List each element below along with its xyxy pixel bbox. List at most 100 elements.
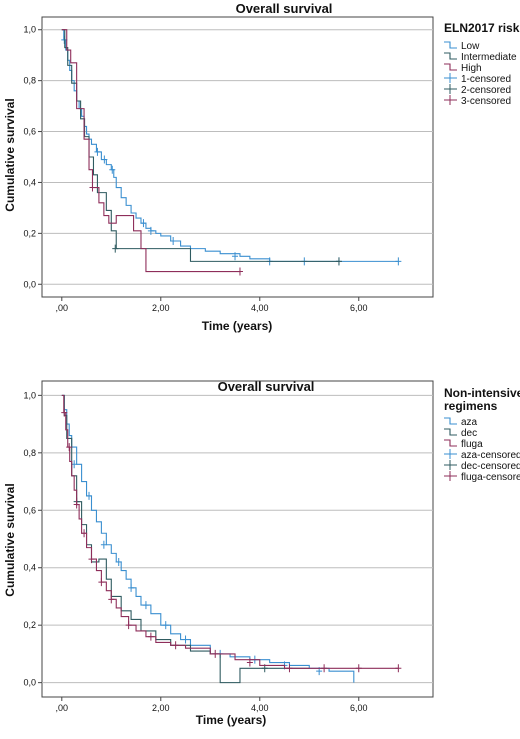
censor-mark xyxy=(246,658,253,667)
y-tick-label: 0,2 xyxy=(23,228,36,238)
y-tick-label: 0,0 xyxy=(23,678,36,688)
legend-swatch-step xyxy=(444,439,457,447)
legend-swatch-step xyxy=(444,428,457,436)
x-tick-label: ,00 xyxy=(56,303,69,313)
legend-swatch-step xyxy=(444,63,457,71)
legend-entry: dec-censored xyxy=(461,461,520,472)
censor-mark xyxy=(395,664,402,673)
censor-mark xyxy=(140,219,147,228)
y-tick-label: 0,6 xyxy=(23,505,36,515)
censor-mark xyxy=(236,267,243,276)
legend-entry: Intermediate xyxy=(461,52,517,63)
censor-mark xyxy=(286,664,293,673)
censor-mark xyxy=(98,578,105,587)
plot-area xyxy=(41,380,434,698)
legend-entry: High xyxy=(461,63,482,74)
censor-mark xyxy=(61,408,68,417)
legend-title: ELN2017 risk xyxy=(444,21,520,35)
series-line-aza xyxy=(61,394,355,683)
censor-mark xyxy=(162,621,169,630)
legend-entry: fluga-censored xyxy=(461,472,520,483)
plot-area xyxy=(41,16,434,298)
y-tick-label: 0,6 xyxy=(23,127,36,137)
censor-mark xyxy=(335,257,342,266)
chart-title: Overall survival xyxy=(218,379,315,394)
y-tick-label: 0,4 xyxy=(23,563,36,573)
censor-mark xyxy=(128,583,135,592)
legend-entry: dec xyxy=(461,428,477,439)
legend-swatch-step xyxy=(444,52,457,60)
censor-mark xyxy=(147,226,154,235)
censor-mark xyxy=(321,664,328,673)
legend-swatch-step xyxy=(444,41,457,49)
x-tick-label: ,00 xyxy=(56,703,69,713)
chart-2: 0,0 0,2 0,4 0,6 0,8 1,0 ,00 2,00 4,00 6,00 Overall… xyxy=(3,379,520,727)
chart-1: 0,0 0,2 0,4 0,6 0,8 1,0 ,00 2,00 4,00 6,00 Overall… xyxy=(3,1,520,333)
censor-mark xyxy=(108,595,115,604)
legend-entry: aza xyxy=(461,417,478,428)
y-tick-label: 0,2 xyxy=(23,620,36,630)
legend-entry: 3-censored xyxy=(461,96,511,107)
series-line-fluga xyxy=(61,394,399,669)
y-tick-label: 1,0 xyxy=(23,25,36,35)
censor-mark xyxy=(395,257,402,266)
censor-mark xyxy=(81,529,88,538)
x-axis-title: Time (years) xyxy=(196,713,266,727)
censor-mark xyxy=(66,443,73,452)
censor-mark xyxy=(212,649,219,658)
censor-mark xyxy=(109,165,116,174)
x-tick-label: 4,00 xyxy=(251,303,269,313)
x-tick-label: 2,00 xyxy=(152,303,170,313)
y-tick-label: 0,8 xyxy=(23,76,36,86)
y-tick-label: 0,8 xyxy=(23,448,36,458)
legend-title: Non-intensive xyxy=(444,386,520,400)
censor-mark xyxy=(147,632,154,641)
series-line-high xyxy=(61,29,240,273)
legend-entry: fluga xyxy=(461,439,483,450)
legend-swatch-censor xyxy=(444,84,457,94)
legend: ELN2017 risk LowIntermediateHigh1-censore… xyxy=(444,21,520,107)
legend-swatch-censor xyxy=(444,460,457,470)
legend-swatch-censor xyxy=(444,73,457,83)
legend-swatch-censor xyxy=(444,449,457,459)
censor-mark xyxy=(125,621,132,630)
x-tick-label: 6,00 xyxy=(350,303,368,313)
legend-entry: Low xyxy=(461,41,480,52)
legend-entry: aza-censored xyxy=(461,450,520,461)
legend-entry: 2-censored xyxy=(461,85,511,96)
chart-title: Overall survival xyxy=(236,1,333,16)
legend-swatch-censor xyxy=(444,95,457,105)
censor-mark xyxy=(115,557,122,566)
x-tick-label: 6,00 xyxy=(350,703,368,713)
censor-mark xyxy=(94,147,101,156)
x-axis-title: Time (years) xyxy=(202,319,272,333)
y-axis-title: Cumulative survival xyxy=(3,98,17,211)
legend-swatch-censor xyxy=(444,471,457,481)
censor-mark xyxy=(172,641,179,650)
censor-mark xyxy=(142,601,149,610)
y-tick-label: 0,4 xyxy=(23,177,36,187)
legend-swatch-step xyxy=(444,417,457,425)
censor-mark xyxy=(170,237,177,245)
censor-mark xyxy=(88,555,95,564)
y-axis-title: Cumulative survival xyxy=(3,483,17,596)
y-tick-label: 0,0 xyxy=(23,279,36,289)
censor-mark xyxy=(100,540,107,549)
series-line-low xyxy=(61,29,399,262)
censor-mark xyxy=(86,491,93,500)
legend-entry: 1-censored xyxy=(461,74,511,85)
censor-mark xyxy=(182,635,189,644)
censor-mark xyxy=(101,155,108,164)
legend-title: regimens xyxy=(444,399,498,413)
x-tick-label: 2,00 xyxy=(152,703,170,713)
censor-mark xyxy=(89,183,96,192)
censor-mark xyxy=(112,244,119,253)
censor-mark xyxy=(355,664,362,673)
censor-mark xyxy=(73,500,80,509)
x-tick-label: 4,00 xyxy=(251,703,269,713)
censor-mark xyxy=(232,252,239,261)
series-line-intermediate xyxy=(61,29,339,262)
y-tick-label: 1,0 xyxy=(23,390,36,400)
